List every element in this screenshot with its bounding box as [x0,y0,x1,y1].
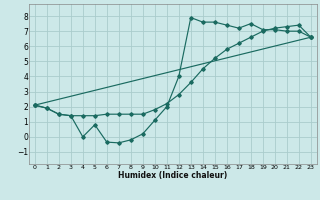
X-axis label: Humidex (Indice chaleur): Humidex (Indice chaleur) [118,171,228,180]
